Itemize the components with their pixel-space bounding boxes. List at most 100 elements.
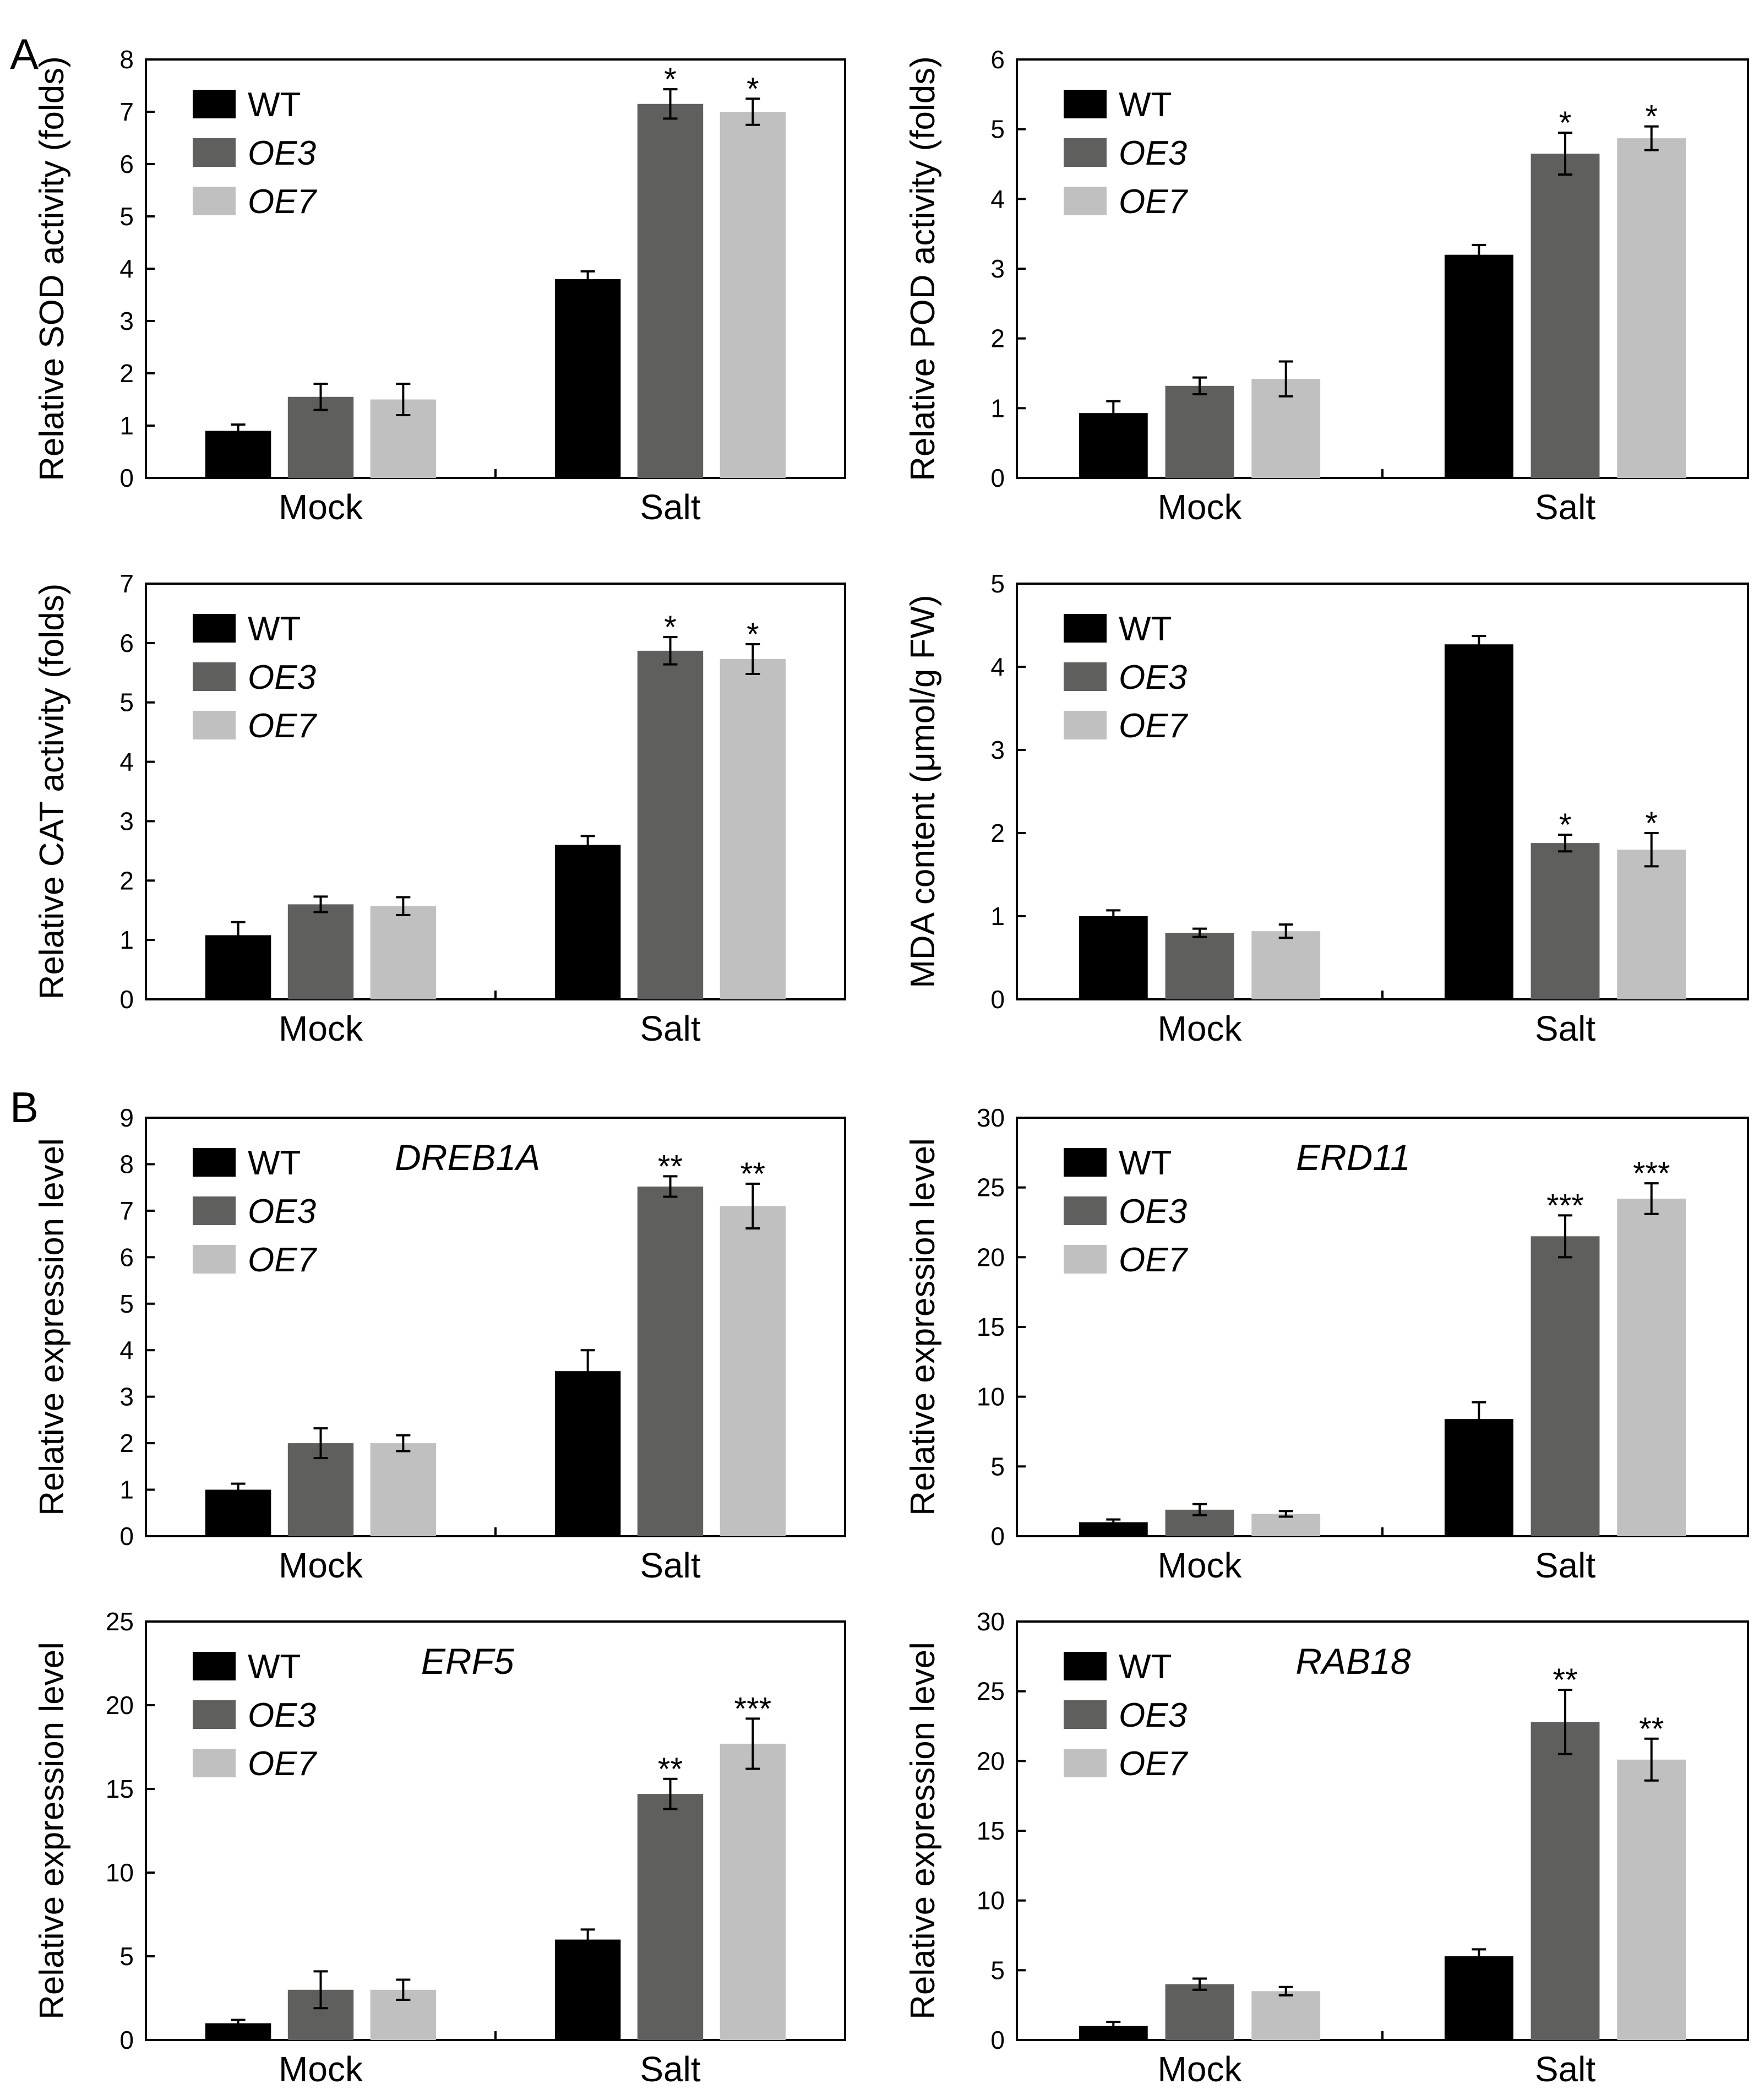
y-axis-label: Relative expression level [904, 1642, 942, 2020]
bar-oe7-salt [720, 112, 786, 478]
bar-oe3-salt [1531, 1722, 1600, 2040]
y-axis-label: Relative POD activity (folds) [904, 56, 942, 481]
panel-label-a: A [10, 30, 39, 78]
legend-swatch-oe3 [1064, 1700, 1107, 1729]
y-tick-label: 4 [119, 1336, 134, 1364]
x-category-label: Mock [279, 1546, 363, 1585]
y-tick-label: 20 [977, 1747, 1005, 1775]
y-tick-label: 9 [119, 1103, 134, 1132]
significance-marker: ** [740, 1156, 765, 1192]
legend-label-oe3: OE3 [1119, 659, 1187, 697]
y-tick-label: 8 [119, 1150, 134, 1178]
significance-marker: *** [1633, 1156, 1670, 1192]
y-tick-label: 5 [990, 1956, 1005, 1984]
legend-swatch-oe7 [1064, 1749, 1107, 1777]
bar-oe7-mock [1251, 1991, 1321, 2040]
y-tick-label: 10 [106, 1858, 134, 1887]
legend-label-wt: WT [1119, 610, 1172, 648]
bar-oe3-salt [1531, 154, 1600, 478]
y-tick-label: 0 [119, 2026, 134, 2054]
bar-wt-salt [554, 1939, 621, 2040]
legend-label-wt: WT [248, 1648, 301, 1686]
significance-marker: * [747, 71, 759, 107]
y-tick-label: 0 [119, 985, 134, 1014]
y-tick-label: 20 [977, 1243, 1005, 1271]
y-tick-label: 0 [990, 1522, 1005, 1550]
y-tick-label: 5 [119, 1290, 134, 1318]
y-tick-label: 5 [990, 1452, 1005, 1481]
legend-label-oe3: OE3 [248, 1193, 316, 1231]
legend-swatch-wt [1064, 1652, 1107, 1680]
bar-oe3-salt [1531, 1236, 1600, 1536]
y-tick-label: 15 [977, 1313, 1005, 1341]
y-tick-label: 25 [977, 1173, 1005, 1202]
bar-oe7-mock [370, 1443, 437, 1536]
legend-swatch-oe7 [193, 1245, 236, 1274]
y-tick-label: 0 [119, 1522, 134, 1550]
significance-marker: * [664, 62, 677, 97]
y-tick-label: 4 [990, 652, 1005, 681]
bar-wt-salt [1444, 1956, 1513, 2040]
y-tick-label: 25 [977, 1677, 1005, 1706]
legend-swatch-wt [1064, 1148, 1107, 1177]
bar-oe3-salt [1531, 843, 1600, 999]
chart-7: 0 5 10 15 20 25 Relative expression level Mock S… [33, 1607, 846, 2089]
x-category-label: Salt [1535, 1009, 1596, 1048]
y-tick-label: 0 [990, 2026, 1005, 2054]
y-axis-label: Relative expression level [33, 1642, 71, 2020]
legend-swatch-wt [193, 1148, 236, 1177]
y-tick-label: 4 [119, 254, 134, 283]
y-tick-label: 7 [119, 1196, 134, 1225]
legend-swatch-oe3 [193, 1196, 236, 1225]
significance-marker: ** [1639, 1711, 1664, 1747]
bar-oe7-salt [1617, 1198, 1686, 1536]
bar-oe7-mock [1251, 931, 1321, 999]
y-tick-label: 7 [119, 569, 134, 598]
y-tick-label: 25 [106, 1607, 134, 1636]
bar-oe7-salt [720, 1206, 786, 1536]
y-tick-label: 1 [990, 902, 1005, 931]
legend-swatch-oe3 [193, 138, 236, 167]
legend-label-oe7: OE7 [248, 707, 318, 745]
y-tick-label: 2 [990, 324, 1005, 353]
legend-swatch-oe7 [1064, 1245, 1107, 1274]
chart-6: 0 5 10 15 20 25 30 Relative expression level Moc… [904, 1103, 1749, 1585]
legend-label-oe3: OE3 [1119, 1193, 1187, 1231]
significance-marker: * [664, 610, 677, 645]
x-category-label: Salt [640, 2049, 701, 2089]
bar-oe3-mock [1165, 933, 1234, 999]
legend-swatch-oe7 [1064, 187, 1107, 215]
chart-4: 0 1 2 3 4 5 MDA content (μmol/g FW) Mock Salt * * W… [904, 569, 1749, 1048]
legend-swatch-oe3 [1064, 138, 1107, 167]
bar-oe7-salt [1617, 138, 1686, 478]
legend-label-oe7: OE7 [248, 1745, 318, 1783]
legend-label-oe3: OE3 [248, 659, 316, 697]
bar-wt-salt [554, 279, 621, 478]
y-tick-label: 2 [119, 359, 134, 388]
bar-oe7-salt [1617, 850, 1686, 999]
y-axis-label: Relative SOD activity (folds) [33, 56, 71, 481]
legend-swatch-oe7 [193, 1749, 236, 1777]
legend-label-oe7: OE7 [1119, 707, 1189, 745]
bar-wt-salt [554, 1371, 621, 1536]
y-tick-label: 0 [990, 985, 1005, 1014]
y-tick-label: 3 [119, 807, 134, 835]
y-tick-label: 6 [119, 629, 134, 657]
legend-label-oe3: OE3 [1119, 134, 1187, 172]
x-category-label: Salt [640, 487, 701, 527]
x-category-label: Mock [279, 1009, 363, 1048]
y-tick-label: 3 [990, 736, 1005, 764]
bar-oe3-salt [637, 1186, 704, 1536]
significance-marker: ** [658, 1751, 683, 1787]
y-tick-label: 3 [119, 307, 134, 335]
x-category-label: Salt [1535, 1546, 1596, 1585]
x-category-label: Salt [1535, 487, 1596, 527]
y-axis-label: Relative expression level [904, 1138, 942, 1516]
panel-label-b: B [10, 1083, 39, 1131]
bar-oe3-salt [637, 1794, 704, 2040]
chart-2: 0 1 2 3 4 5 6 Relative POD activity (folds) Mock… [904, 45, 1749, 527]
legend-label-wt: WT [1119, 1648, 1172, 1686]
y-tick-label: 1 [119, 411, 134, 440]
y-tick-label: 2 [119, 866, 134, 895]
y-tick-label: 20 [106, 1691, 134, 1720]
